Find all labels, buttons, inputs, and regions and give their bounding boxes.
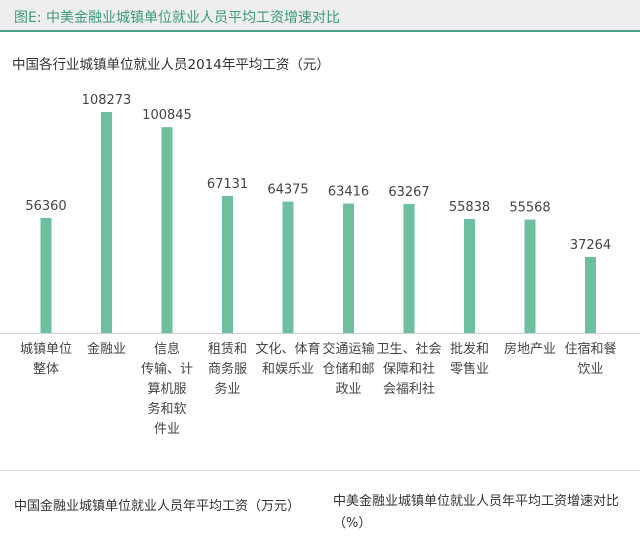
- tick-label: 传输、计: [141, 361, 193, 377]
- figure-header: 图E: 中美金融业城镇单位就业人员平均工资增速对比: [0, 0, 640, 32]
- tick-label: 商务服: [208, 361, 247, 377]
- tick-label: 务和软: [147, 401, 186, 417]
- tick-label: 交通运输: [322, 341, 374, 357]
- tick-label: 零售业: [450, 361, 489, 377]
- bottom-right-caption: 中美金融业城镇单位就业人员年平均工资增速对比（%）: [333, 494, 620, 531]
- bar: [403, 203, 415, 333]
- tick-label: 务业: [214, 381, 240, 397]
- bar: [585, 256, 596, 333]
- data-label: 55568: [509, 201, 550, 216]
- tick-label: 金融业: [87, 341, 126, 357]
- data-label: 56360: [25, 199, 66, 214]
- tick-label: 文化、体育: [255, 341, 320, 357]
- data-label: 108273: [82, 93, 132, 108]
- data-label: 55838: [449, 200, 490, 215]
- bar: [101, 112, 112, 333]
- tick-label: 房地产业: [504, 341, 556, 357]
- bar: [464, 219, 475, 333]
- bar: [40, 217, 52, 333]
- tick-label: 饮业: [577, 362, 603, 377]
- bar: [161, 127, 173, 333]
- tick-label: 算机服: [147, 382, 186, 397]
- data-label: 63267: [388, 185, 429, 200]
- divider-line: [0, 470, 640, 471]
- tick-label: 住宿和餐: [564, 341, 616, 357]
- bottom-left-caption: 中国金融业城镇单位就业人员年平均工资（万元）: [14, 499, 301, 514]
- data-label: 100845: [142, 108, 192, 123]
- bar: [222, 195, 233, 333]
- tick-label: 整体: [33, 362, 59, 377]
- chart-title: 中国各行业城镇单位就业人员2014年平均工资（元）: [12, 57, 330, 73]
- data-label: 64375: [267, 183, 308, 198]
- tick-label: 和娱乐业: [262, 362, 314, 377]
- tick-label: 批发和: [450, 341, 489, 357]
- bar: [524, 219, 536, 333]
- figure-header-text: 图E: 中美金融业城镇单位就业人员平均工资增速对比: [14, 10, 341, 26]
- data-label: 67131: [207, 177, 248, 192]
- tick-label: 卫生、社会: [376, 341, 441, 357]
- bar: [282, 201, 294, 333]
- data-label: 37264: [570, 238, 611, 253]
- tick-label: 租赁和: [208, 342, 247, 357]
- tick-label: 会福利社: [383, 381, 435, 397]
- tick-label: 仓储和邮: [322, 362, 374, 377]
- bar: [343, 203, 354, 333]
- tick-label: 保障和社: [383, 361, 435, 377]
- tick-label: 件业: [154, 422, 180, 437]
- tick-label: 信息: [154, 341, 180, 357]
- data-label: 63416: [328, 185, 369, 200]
- tick-label: 城镇单位: [20, 342, 72, 357]
- tick-label: 政业: [335, 382, 361, 397]
